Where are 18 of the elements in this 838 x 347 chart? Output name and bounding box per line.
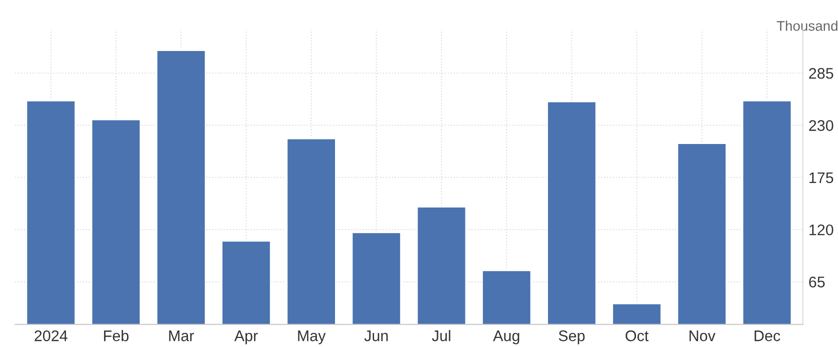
x-tick-label: May [298,330,326,344]
y-tick-label: 285 [809,68,834,79]
x-tick-label: Jun [364,330,388,342]
y-tick-label: 120 [810,224,834,236]
y-tick-label: 175 [810,172,834,184]
y-axis-title: Thousand [776,20,838,31]
x-tick-label: Dec [754,330,780,342]
y-tick-label: 65 [809,276,825,288]
y-tick-label: 230 [809,120,834,131]
x-tick-label: Oct [626,330,649,342]
x-tick-label: Nov [690,330,716,342]
x-tick-label: Aug [493,330,520,344]
x-tick-label: Feb [104,330,129,342]
x-tick-label: 2024 [34,330,68,342]
x-tick-label: Apr [234,330,258,344]
x-tick-label: Jul [432,330,450,342]
x-tick-label: Sep [558,330,585,344]
x-tick-label: Mar [169,330,194,342]
